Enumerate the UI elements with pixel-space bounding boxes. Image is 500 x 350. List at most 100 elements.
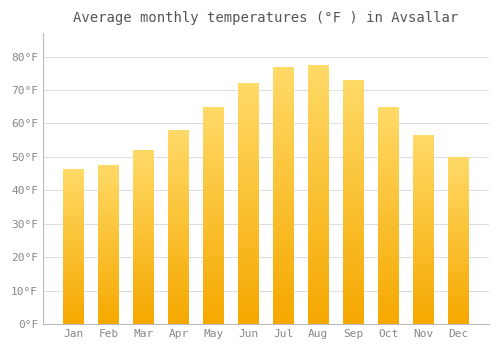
Bar xyxy=(448,257,468,260)
Bar xyxy=(308,86,329,91)
Bar xyxy=(63,306,84,308)
Bar xyxy=(343,319,364,324)
Bar xyxy=(412,181,434,184)
Bar xyxy=(308,122,329,127)
Bar xyxy=(203,285,224,289)
Bar xyxy=(378,120,398,124)
Bar xyxy=(308,75,329,80)
Bar xyxy=(308,153,329,158)
Bar xyxy=(378,155,398,159)
Bar xyxy=(168,316,189,320)
Bar xyxy=(203,176,224,181)
Bar xyxy=(378,168,398,172)
Bar xyxy=(448,321,468,324)
Bar xyxy=(133,206,154,209)
Bar xyxy=(343,304,364,309)
Bar xyxy=(448,174,468,177)
Bar xyxy=(63,222,84,225)
Bar xyxy=(133,150,154,154)
Bar xyxy=(168,281,189,285)
Bar xyxy=(63,206,84,209)
Bar xyxy=(308,163,329,169)
Bar xyxy=(412,298,434,301)
Bar xyxy=(238,204,259,209)
Bar xyxy=(308,195,329,200)
Bar xyxy=(133,157,154,161)
Bar xyxy=(448,210,468,214)
Bar xyxy=(343,261,364,265)
Bar xyxy=(63,184,84,187)
Bar xyxy=(133,164,154,168)
Bar xyxy=(343,309,364,314)
Bar xyxy=(448,217,468,220)
Bar xyxy=(308,148,329,153)
Bar xyxy=(448,190,468,194)
Bar xyxy=(448,234,468,237)
Bar xyxy=(412,192,434,196)
Bar xyxy=(98,229,119,232)
Bar xyxy=(308,257,329,262)
Bar xyxy=(238,199,259,204)
Bar xyxy=(412,301,434,305)
Bar xyxy=(308,236,329,241)
Bar xyxy=(378,320,398,324)
Bar xyxy=(448,307,468,311)
Bar xyxy=(412,169,434,173)
Bar xyxy=(63,209,84,212)
Bar xyxy=(98,178,119,181)
Bar xyxy=(238,305,259,310)
Bar xyxy=(133,286,154,289)
Bar xyxy=(412,282,434,286)
Bar xyxy=(168,219,189,223)
Bar xyxy=(273,66,294,72)
Bar xyxy=(378,224,398,229)
Bar xyxy=(448,287,468,290)
Bar xyxy=(203,124,224,128)
Bar xyxy=(133,192,154,195)
Bar xyxy=(98,197,119,200)
Bar xyxy=(98,181,119,184)
Bar xyxy=(273,185,294,190)
Bar xyxy=(168,301,189,304)
Bar xyxy=(378,107,398,111)
Bar xyxy=(412,196,434,199)
Bar xyxy=(378,198,398,202)
Bar xyxy=(448,214,468,217)
Bar xyxy=(343,134,364,139)
Bar xyxy=(448,220,468,224)
Bar xyxy=(203,311,224,315)
Bar xyxy=(168,204,189,208)
Bar xyxy=(168,266,189,270)
Bar xyxy=(308,226,329,231)
Bar xyxy=(343,94,364,99)
Bar xyxy=(238,180,259,184)
Bar xyxy=(273,206,294,211)
Bar xyxy=(238,295,259,300)
Bar xyxy=(168,246,189,250)
Bar xyxy=(378,241,398,246)
Bar xyxy=(448,247,468,251)
Bar xyxy=(168,134,189,138)
Bar xyxy=(238,310,259,314)
Bar xyxy=(308,65,329,70)
Bar xyxy=(308,308,329,314)
Bar xyxy=(238,132,259,136)
Bar xyxy=(238,83,259,88)
Bar xyxy=(63,308,84,312)
Bar xyxy=(273,103,294,108)
Bar xyxy=(238,189,259,194)
Bar xyxy=(308,282,329,288)
Bar xyxy=(308,278,329,282)
Bar xyxy=(238,218,259,223)
Bar xyxy=(448,277,468,281)
Bar xyxy=(98,245,119,248)
Bar xyxy=(168,223,189,227)
Bar xyxy=(273,87,294,92)
Bar xyxy=(168,304,189,308)
Bar xyxy=(273,72,294,77)
Bar xyxy=(63,315,84,318)
Bar xyxy=(203,289,224,294)
Bar xyxy=(448,284,468,287)
Bar xyxy=(273,128,294,134)
Bar xyxy=(238,209,259,213)
